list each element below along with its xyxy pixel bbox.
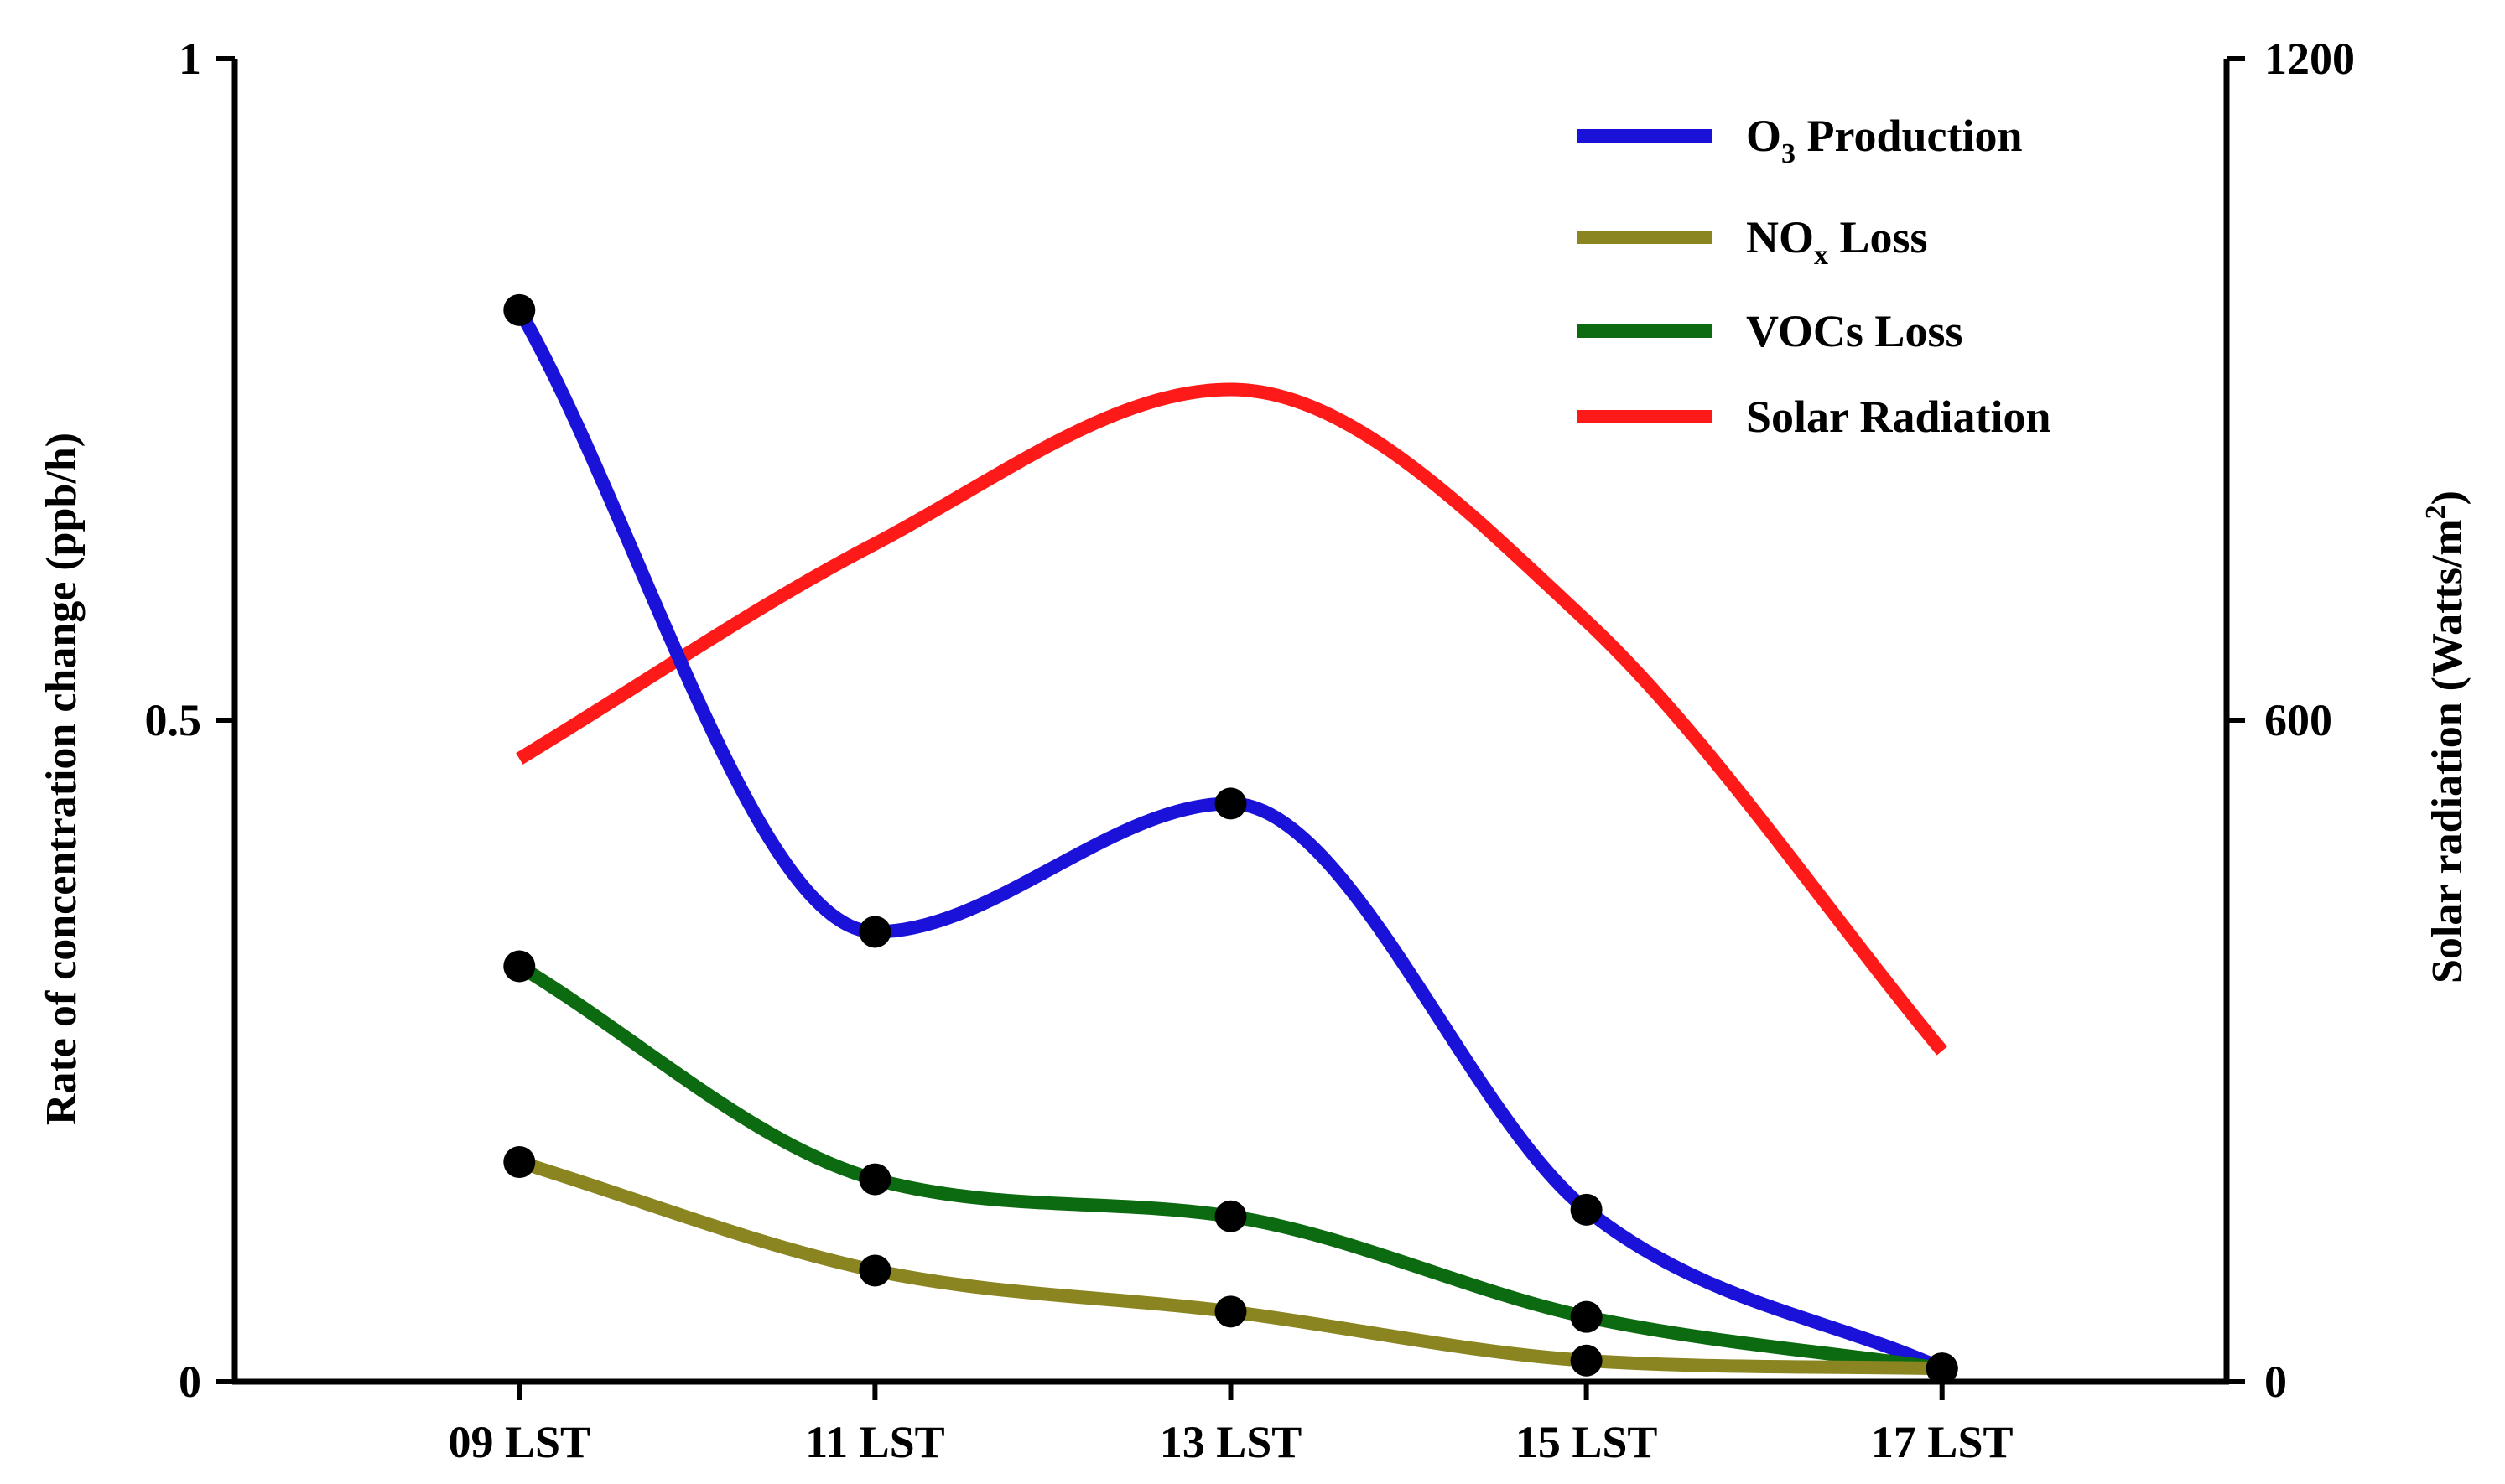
legend-label-rest: Loss (1828, 212, 1928, 262)
left-y-tick-label: 0 (179, 1357, 201, 1407)
left-y-axis-title: Rate of concentration change (ppb/h) (38, 433, 86, 1125)
data-point-vocs-loss-17-lst (1926, 1352, 1958, 1385)
right-y-axis-title-main: Solar radiation (Watts/m (2424, 519, 2471, 983)
right-y-axis-title-sup: 2 (2420, 505, 2451, 519)
x-tick-label: 17 LST (1871, 1417, 2014, 1467)
left-y-tick-label: 1 (179, 34, 201, 84)
data-point-nox-loss-15-lst (1570, 1344, 1603, 1377)
right-y-tick-label: 1200 (2264, 34, 2355, 84)
right-y-tick-label: 600 (2264, 695, 2332, 745)
legend-label-main: VOCs Loss (1746, 306, 1962, 356)
legend-label-rest: Production (1796, 111, 2023, 161)
legend-label-nox-loss: NOx Loss (1746, 212, 1928, 271)
data-point-vocs-loss-11-lst (859, 1163, 891, 1196)
data-point-o3-production-11-lst (859, 916, 891, 948)
data-point-o3-production-09-lst (503, 293, 536, 326)
legend-label-sub: x (1814, 240, 1828, 271)
data-point-o3-production-13-lst (1214, 787, 1247, 820)
legend-label-main: Solar Radiation (1746, 392, 2051, 442)
data-point-vocs-loss-15-lst (1570, 1300, 1603, 1333)
legend-label-main: O (1746, 111, 1781, 161)
data-point-vocs-loss-09-lst (503, 950, 536, 983)
legend-label-solar-radiation: Solar Radiation (1746, 392, 2051, 442)
marker-layer (503, 293, 1958, 1385)
legend: O3 Production NOx Loss VOCs Loss Solar Radi… (1577, 111, 2051, 442)
x-tick-label: 13 LST (1160, 1417, 1302, 1467)
legend-label-o3-production: O3 Production (1746, 111, 2023, 169)
legend-label-sub: 3 (1781, 138, 1796, 169)
series-line-o3-production (513, 306, 1945, 1375)
right-y-axis-title-end: ) (2424, 490, 2471, 505)
data-point-nox-loss-09-lst (503, 1146, 536, 1179)
left-y-tick-label: 0.5 (145, 695, 202, 745)
data-point-vocs-loss-13-lst (1214, 1200, 1247, 1232)
right-y-axis-title: Solar radiation (Watts/m2) (2420, 490, 2471, 983)
right-y-tick-label: 0 (2264, 1357, 2287, 1407)
data-point-nox-loss-13-lst (1214, 1295, 1247, 1328)
legend-label-vocs-loss: VOCs Loss (1746, 306, 1962, 356)
x-tick-label: 09 LST (448, 1417, 590, 1467)
axis-layer: 0 0.5 1 0 600 1200 09 LST 11 LST 13 LST 15 LST 17 … (38, 34, 2471, 1467)
x-tick-label: 15 LST (1515, 1417, 1658, 1467)
series-line-solar-radiation (516, 382, 1947, 1056)
legend-label-main: NO (1746, 212, 1814, 262)
data-point-nox-loss-11-lst (859, 1254, 891, 1287)
x-tick-label: 11 LST (805, 1417, 945, 1467)
data-point-o3-production-15-lst (1570, 1193, 1603, 1226)
